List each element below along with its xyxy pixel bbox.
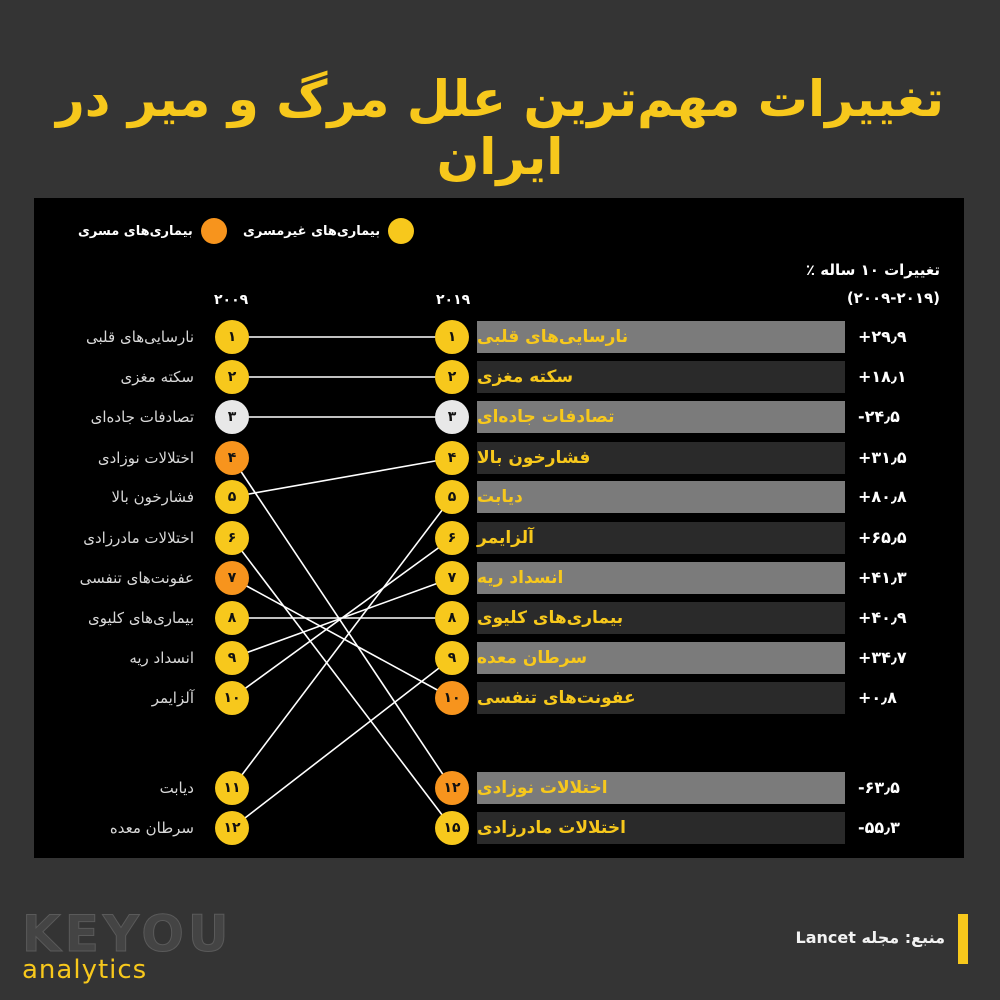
changes-header-line2: (۲۰۰۹-۲۰۱۹): [846, 289, 940, 307]
rank-2009-label: اختلالات مادرزادی: [83, 529, 194, 547]
change-value: +۲۹٫۹: [858, 327, 907, 346]
legend-item-noncommunicable: بیماری‌های غیرمسری: [243, 218, 415, 244]
change-value: +۴۱٫۳: [858, 568, 907, 587]
rank-2019-badge: ۶: [435, 521, 469, 555]
rank-2019-bar: اختلالات نوزادی: [477, 772, 845, 804]
legend-dot-noncommunicable: [388, 218, 415, 244]
rank-2009-badge: ۱: [215, 320, 249, 354]
rank-2019-bar: فشارخون بالا: [477, 442, 845, 474]
rank-2009-label: عفونت‌های تنفسی: [79, 569, 194, 587]
rank-2009-label: سکته مغزی: [120, 368, 194, 386]
change-value: -۲۴٫۵: [858, 407, 900, 426]
change-value: +۴۰٫۹: [858, 608, 907, 627]
rank-2019-bar: عفونت‌های تنفسی: [477, 682, 845, 714]
year-2019-label: ۲۰۱۹: [436, 292, 471, 308]
legend-item-communicable: بیماری‌های مسری: [78, 218, 227, 244]
rank-2009-badge: ۶: [215, 521, 249, 555]
rank-2009-badge: ۳: [215, 400, 249, 434]
logo-analytics: analytics: [22, 955, 148, 985]
rank-link: [231, 537, 453, 829]
change-value: -۵۵٫۳: [858, 818, 900, 837]
changes-header: تغییرات ۱۰ ساله ٪ (۲۰۰۹-۲۰۱۹): [806, 256, 940, 312]
change-value: +۱۸٫۱: [858, 367, 907, 386]
rank-2009-badge: ۱۲: [215, 811, 249, 845]
rank-2019-bar: بیماری‌های کلیوی: [477, 602, 845, 634]
rank-2009-label: نارسایی‌های قلبی: [86, 328, 194, 346]
legend-dot-communicable: [200, 218, 227, 244]
change-value: -۶۳٫۵: [858, 778, 900, 797]
rank-2009-label: انسداد ریه: [129, 649, 194, 667]
rank-2019-badge: ۱۵: [435, 811, 469, 845]
rank-link: [231, 496, 453, 789]
change-value: +۶۵٫۵: [858, 528, 907, 547]
rank-2019-badge: ۵: [435, 480, 469, 514]
rank-2019-bar: انسداد ریه: [477, 562, 845, 594]
rank-2019-badge: ۱۲: [435, 771, 469, 805]
rank-link: [231, 457, 453, 498]
rank-2009-badge: ۲: [215, 360, 249, 394]
change-value: +۸۰٫۸: [858, 487, 907, 506]
change-value: +۰٫۸: [858, 688, 897, 707]
rank-2019-badge: ۴: [435, 441, 469, 475]
rank-2019-badge: ۸: [435, 601, 469, 635]
rank-2019-bar: سکته مغزی: [477, 361, 845, 393]
rank-link: [231, 577, 453, 699]
rank-2019-badge: ۱۰: [435, 681, 469, 715]
rank-2009-label: تصادفات جاده‌ای: [90, 408, 194, 426]
rank-2019-bar: آلزایمر: [477, 522, 845, 554]
rank-2009-badge: ۷: [215, 561, 249, 595]
rank-link: [231, 657, 453, 829]
rank-2019-badge: ۷: [435, 561, 469, 595]
change-value: +۳۱٫۵: [858, 448, 907, 467]
rank-2019-badge: ۲: [435, 360, 469, 394]
rank-2009-label: آلزایمر: [151, 689, 194, 707]
rank-2019-bar: اختلالات مادرزادی: [477, 812, 845, 844]
rank-2009-badge: ۴: [215, 441, 249, 475]
rank-2019-bar: تصادفات جاده‌ای: [477, 401, 845, 433]
logo-keyou: KEYOU: [21, 905, 233, 964]
year-2009-label: ۲۰۰۹: [214, 292, 249, 308]
rank-2009-badge: ۹: [215, 641, 249, 675]
rank-2009-label: اختلالات نوزادی: [97, 449, 194, 467]
rank-link: [231, 457, 453, 789]
rank-2019-badge: ۹: [435, 641, 469, 675]
rank-2009-badge: ۱۰: [215, 681, 249, 715]
rank-2009-label: سرطان معده: [109, 819, 194, 837]
rank-2009-badge: ۱۱: [215, 771, 249, 805]
change-value: +۳۴٫۷: [858, 648, 907, 667]
legend-label: بیماری‌های غیرمسری: [243, 223, 381, 239]
rank-2019-bar: سرطان معده: [477, 642, 845, 674]
rank-2009-label: دیابت: [159, 779, 194, 797]
rank-2019-bar: دیابت: [477, 481, 845, 513]
rank-2019-bar: نارسایی‌های قلبی: [477, 321, 845, 353]
rank-2009-badge: ۸: [215, 601, 249, 635]
source-note: منبع: مجله Lancet: [795, 928, 945, 947]
rank-2009-label: بیماری‌های کلیوی: [87, 609, 194, 627]
rank-2009-badge: ۵: [215, 480, 249, 514]
rank-2009-label: فشارخون بالا: [111, 488, 194, 506]
changes-header-line1: تغییرات ۱۰ ساله ٪: [805, 261, 940, 279]
rank-2019-badge: ۳: [435, 400, 469, 434]
legend-label: بیماری‌های مسری: [78, 223, 193, 239]
rank-2019-badge: ۱: [435, 320, 469, 354]
source-accent-bar: [958, 914, 968, 964]
page-title: تغییرات مهم‌ترین علل مرگ و میر در ایران: [55, 70, 944, 186]
